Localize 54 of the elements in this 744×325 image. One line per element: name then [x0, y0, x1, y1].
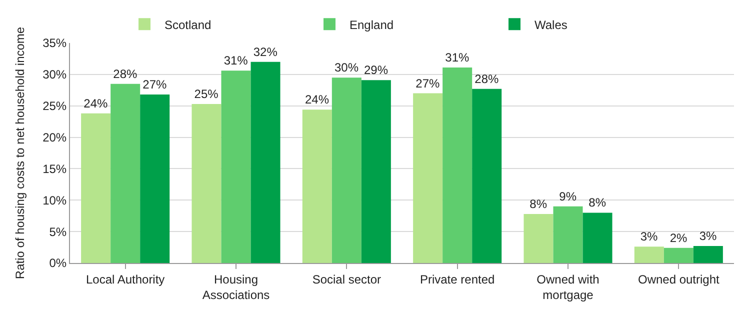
data-label: 3%	[640, 230, 658, 244]
y-tick-label: 5%	[49, 224, 67, 239]
bar	[221, 70, 251, 263]
data-label: 31%	[224, 54, 248, 68]
legend-label: Wales	[534, 18, 568, 32]
x-tick-label: Private rented	[420, 272, 495, 286]
data-label: 31%	[445, 50, 470, 65]
bar	[472, 88, 502, 263]
y-tick-label: 30%	[42, 68, 67, 82]
bar	[664, 248, 694, 263]
data-label: 8%	[530, 196, 548, 211]
y-axis-title: Ratio of housing costs to net household income	[12, 26, 27, 280]
data-label: 29%	[364, 63, 388, 78]
bar	[140, 94, 170, 263]
bar	[524, 214, 554, 263]
bar	[553, 206, 583, 263]
bar	[332, 78, 362, 263]
x-tick-label: Owned with mortgage	[536, 272, 600, 302]
legend-label: Scotland	[164, 18, 212, 32]
data-label: 8%	[588, 196, 606, 210]
y-tick-label: 25%	[42, 99, 67, 114]
data-label: 27%	[142, 78, 168, 92]
y-tick-label: 20%	[42, 130, 67, 144]
data-label: 9%	[559, 189, 577, 204]
data-label: 24%	[84, 96, 108, 110]
data-label: 2%	[670, 230, 688, 245]
data-label: 30%	[334, 60, 359, 75]
bar	[192, 104, 222, 263]
bar	[361, 80, 391, 263]
data-label: 24%	[304, 92, 330, 107]
x-tick-label: Social sector	[312, 272, 382, 286]
data-label: 27%	[416, 76, 440, 90]
data-label: 32%	[253, 44, 278, 59]
bar	[302, 110, 332, 263]
bar	[693, 246, 723, 263]
data-label: 3%	[699, 229, 718, 244]
y-tick-label: 10%	[42, 193, 67, 208]
bar	[582, 212, 612, 263]
bar	[110, 84, 140, 263]
y-tick-label: 0%	[49, 256, 67, 270]
bar	[442, 68, 472, 263]
bar	[413, 93, 443, 263]
data-label: 28%	[474, 72, 500, 86]
y-tick-label: 15%	[42, 162, 67, 176]
data-label: 28%	[113, 66, 138, 81]
x-tick-label: Owned outright	[638, 272, 720, 286]
x-tick-label: Local Authority	[86, 272, 165, 286]
legend-label: England	[350, 18, 394, 32]
x-tick-label: Housing Associations	[202, 272, 270, 302]
bar	[81, 113, 111, 263]
bar	[250, 62, 280, 263]
data-label: 25%	[194, 86, 219, 101]
y-tick-label: 35%	[42, 36, 67, 50]
bar	[634, 246, 664, 263]
